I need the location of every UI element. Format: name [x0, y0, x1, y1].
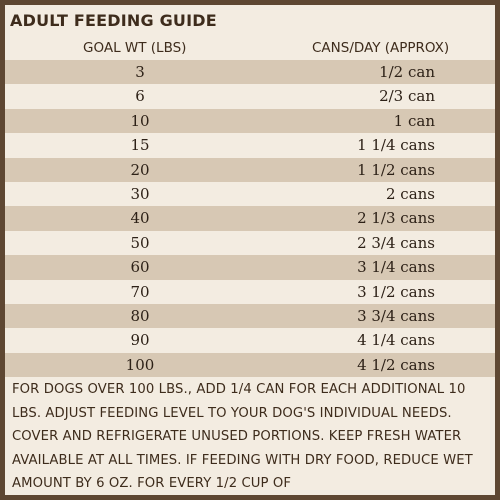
table-row: 70 3 1/2 cans — [5, 279, 495, 304]
cans-per-day-cell: 3 1/2 cans — [357, 282, 435, 301]
goal-weight-cell: 100 — [125, 355, 155, 374]
goal-weight-cell: 3 — [135, 63, 145, 81]
feeding-footnote: FOR DOGS OVER 100 LBS., ADD 1/4 CAN FOR … — [12, 382, 473, 491]
table-row: 80 3 3/4 cans — [5, 303, 495, 329]
goal-weight-cell: 20 — [130, 160, 150, 179]
goal-weight-cell: 50 — [130, 233, 150, 252]
cans-per-day-cell: 4 1/2 cans — [357, 355, 435, 374]
table-row: 60 3 1/4 cans — [5, 255, 495, 280]
table-header: GOAL WT (LBS) CANS/DAY (APPROX) — [5, 37, 495, 59]
cans-per-day-cell: 1 1/4 cans — [357, 136, 435, 155]
cans-per-day-cell: 4 1/4 cans — [357, 331, 435, 350]
goal-weight-cell: 90 — [130, 331, 150, 350]
table-row: 30 2 cans — [5, 181, 495, 207]
table-row: 20 1 1/2 cans — [5, 157, 495, 182]
cans-per-day-cell: 3 1/4 cans — [357, 258, 435, 277]
goal-weight-cell: 60 — [130, 258, 150, 277]
goal-weight-cell: 15 — [130, 136, 150, 155]
cans-per-day-cell: 1 can — [393, 111, 435, 130]
goal-weight-cell: 70 — [130, 282, 150, 301]
table-row: 10 1 can — [5, 108, 495, 134]
goal-weight-cell: 30 — [130, 184, 150, 203]
table-row: 90 4 1/4 cans — [5, 328, 495, 353]
column-header-cans-per-day: CANS/DAY (APPROX) — [312, 40, 450, 56]
table-row: 100 4 1/2 cans — [5, 352, 495, 378]
feeding-table: 3 1/2 can 6 2/3 can 10 1 can 15 1 1/4 ca… — [5, 60, 495, 378]
cans-per-day-cell: 3 3/4 cans — [357, 306, 435, 325]
goal-weight-cell: 10 — [130, 111, 150, 130]
table-row: 3 1/2 can — [5, 60, 495, 85]
goal-weight-cell: 6 — [135, 87, 145, 106]
table-row: 6 2/3 can — [5, 84, 495, 109]
goal-weight-cell: 40 — [130, 209, 150, 228]
column-header-goal-wt: GOAL WT (LBS) — [83, 40, 187, 56]
cans-per-day-cell: 1/2 can — [379, 63, 435, 81]
cans-per-day-cell: 2 cans — [385, 184, 435, 203]
cans-per-day-cell: 1 1/2 cans — [357, 160, 435, 179]
table-row: 40 2 1/3 cans — [5, 206, 495, 231]
table-row: 50 2 3/4 cans — [5, 230, 495, 256]
guide-title: ADULT FEEDING GUIDE — [10, 11, 217, 30]
cans-per-day-cell: 2/3 can — [379, 87, 435, 106]
cans-per-day-cell: 2 3/4 cans — [357, 233, 435, 252]
cans-per-day-cell: 2 1/3 cans — [357, 209, 435, 228]
goal-weight-cell: 80 — [130, 306, 150, 325]
table-row: 15 1 1/4 cans — [5, 133, 495, 158]
